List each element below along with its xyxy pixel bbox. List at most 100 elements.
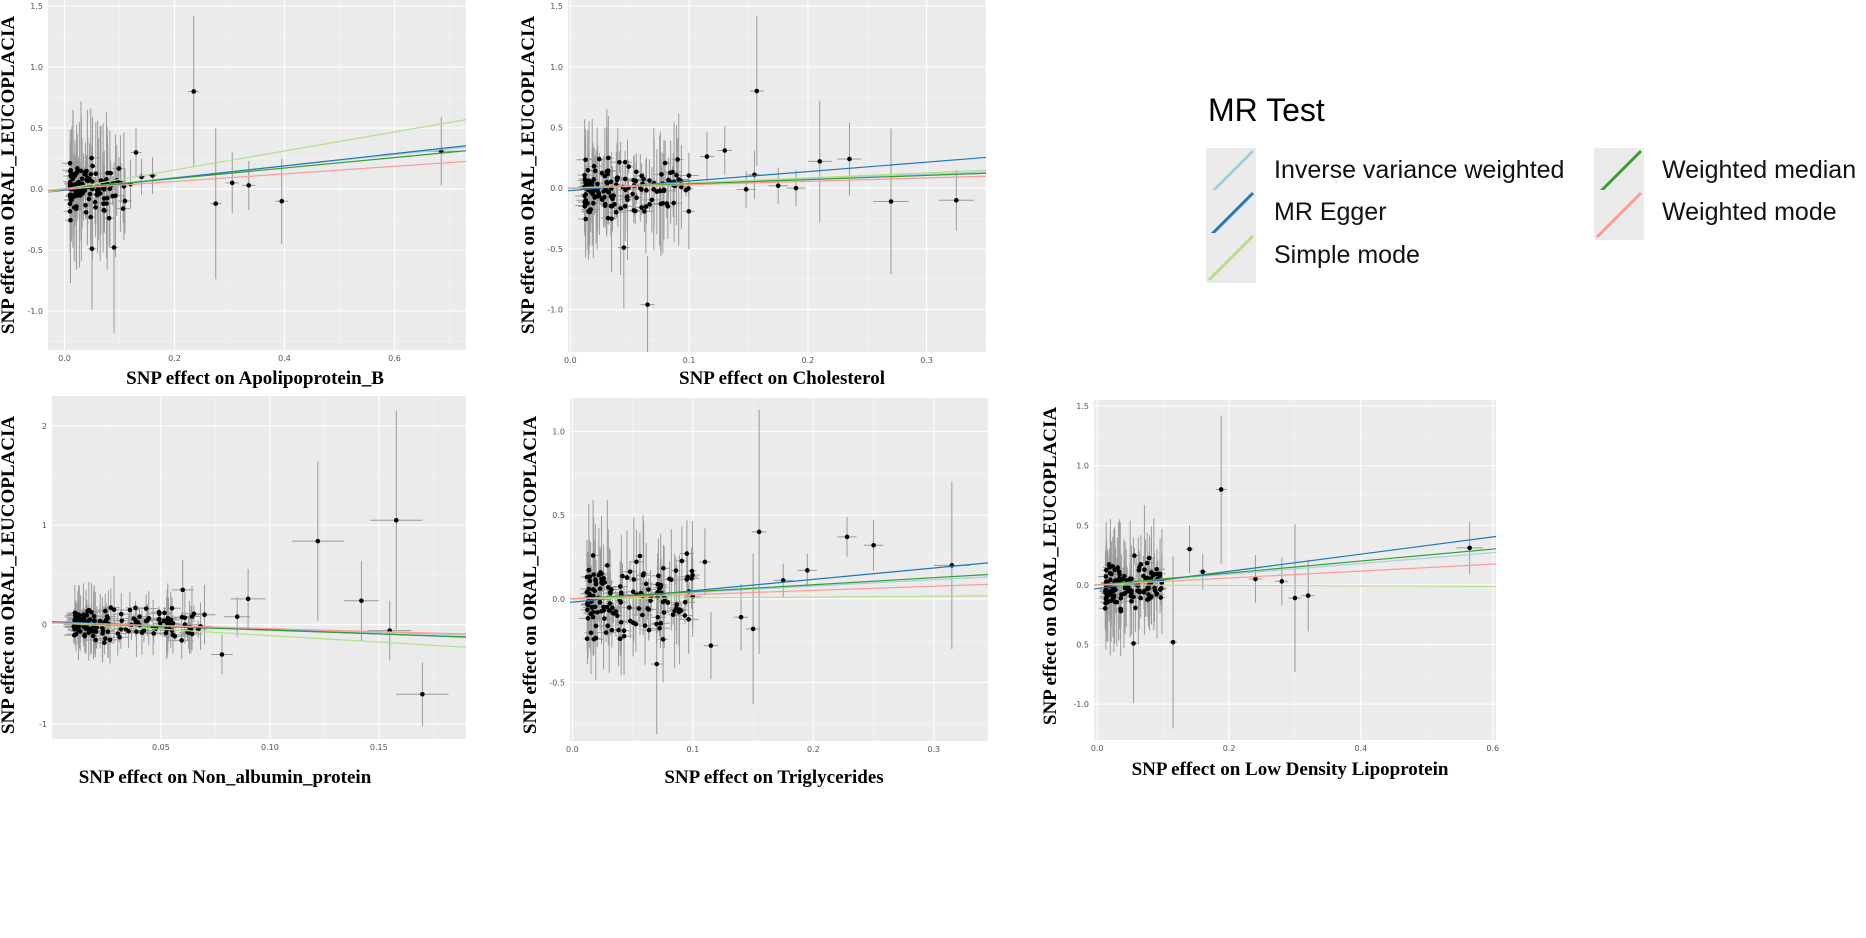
data-point	[1292, 595, 1298, 601]
data-point	[170, 632, 176, 638]
data-point	[393, 517, 399, 523]
data-point	[75, 180, 81, 186]
data-point	[1253, 576, 1258, 582]
x-tick-label: 0.4	[1355, 744, 1368, 753]
data-point	[643, 581, 649, 587]
y-tick-label: 0.0	[30, 185, 43, 194]
y-tick-label: 0.5	[1076, 641, 1089, 650]
x-tick-label: 0.15	[370, 743, 388, 752]
data-point	[645, 302, 650, 307]
data-point	[69, 183, 74, 189]
data-point	[91, 613, 97, 619]
data-point	[582, 193, 588, 199]
data-point	[191, 89, 197, 94]
y-tick-label: 0.0	[552, 595, 565, 604]
data-point	[847, 156, 852, 162]
data-point	[73, 206, 79, 212]
data-point	[157, 621, 163, 626]
data-point	[1118, 606, 1123, 612]
data-point	[1131, 594, 1136, 600]
data-point	[805, 568, 810, 573]
data-point	[642, 623, 648, 629]
y-tick-label: 0.5	[30, 124, 43, 133]
x-tick-label: 0.4	[278, 354, 291, 363]
data-point	[151, 631, 156, 636]
x-tick-label: 0.3	[927, 745, 940, 754]
data-point	[1111, 594, 1117, 600]
data-point	[599, 170, 605, 176]
y-tick-label: -0.5	[549, 678, 565, 687]
data-point	[844, 534, 850, 540]
data-point	[627, 569, 633, 574]
data-point	[614, 613, 620, 619]
y-axis-title: SNP effect on ORAL_LEUCOPLACIA	[0, 416, 19, 735]
data-point	[679, 558, 685, 564]
data-point	[133, 150, 139, 155]
y-tick-label: 1.0	[30, 63, 43, 72]
y-tick-label: 2	[42, 422, 47, 431]
x-tick-label: 0.05	[152, 743, 170, 752]
data-point	[590, 553, 596, 558]
legend-item-mr-egger: MR Egger	[1206, 190, 1626, 240]
data-point	[599, 608, 604, 614]
data-point	[1138, 595, 1143, 601]
data-point	[605, 563, 610, 568]
y-tick-label: -1.0	[1073, 700, 1089, 709]
data-point	[673, 568, 679, 573]
data-point	[582, 204, 588, 209]
data-point	[639, 205, 644, 210]
data-point	[1157, 571, 1163, 577]
data-point	[595, 181, 600, 187]
data-point	[657, 625, 662, 631]
data-point	[654, 661, 660, 667]
data-point	[622, 159, 628, 165]
data-point	[118, 611, 124, 617]
data-point	[682, 613, 688, 618]
regression-line-mr-egger	[1094, 535, 1496, 590]
data-point	[642, 209, 647, 214]
data-point	[1146, 592, 1151, 597]
y-tick-label: 1.0	[550, 63, 563, 72]
data-point	[1102, 606, 1108, 611]
x-axis-title: SNP effect on Triglycerides	[664, 767, 883, 788]
y-tick-label: 0.5	[1076, 521, 1089, 530]
data-point	[640, 572, 646, 578]
data-point	[75, 166, 80, 171]
data-point	[593, 194, 599, 199]
data-point	[82, 188, 88, 193]
data-point	[871, 542, 876, 548]
data-point	[1133, 605, 1138, 611]
data-point	[1116, 569, 1122, 575]
data-point	[179, 614, 185, 620]
data-point	[631, 577, 637, 582]
data-point	[597, 586, 603, 591]
data-point	[1158, 595, 1164, 600]
data-point	[583, 216, 589, 222]
data-point	[661, 188, 667, 194]
data-point	[661, 565, 666, 571]
x-tick-label: 0.6	[388, 354, 401, 363]
data-point	[599, 571, 604, 577]
chart-panel-1: 0.0 0.2 0.4 0.6 -1.0 -0.5 0.0 0.5 1.0 1.5 SNP effe…	[0, 0, 466, 389]
data-point	[123, 626, 129, 632]
data-point	[659, 172, 664, 177]
data-point	[793, 185, 799, 191]
data-point	[170, 620, 176, 626]
data-point	[1144, 560, 1150, 566]
data-point	[634, 169, 639, 175]
data-point	[617, 584, 623, 589]
data-point	[141, 628, 147, 633]
data-point	[585, 602, 591, 608]
data-point	[702, 559, 708, 565]
data-point	[627, 605, 632, 610]
data-point	[609, 627, 615, 633]
data-point	[647, 202, 652, 207]
data-point	[660, 637, 666, 642]
regression-line-simple-mode	[48, 118, 466, 193]
data-point	[602, 173, 608, 179]
data-point	[647, 178, 652, 183]
data-point	[116, 166, 122, 171]
data-point	[611, 193, 616, 198]
data-point	[213, 201, 219, 206]
plot-area	[48, 15, 466, 333]
